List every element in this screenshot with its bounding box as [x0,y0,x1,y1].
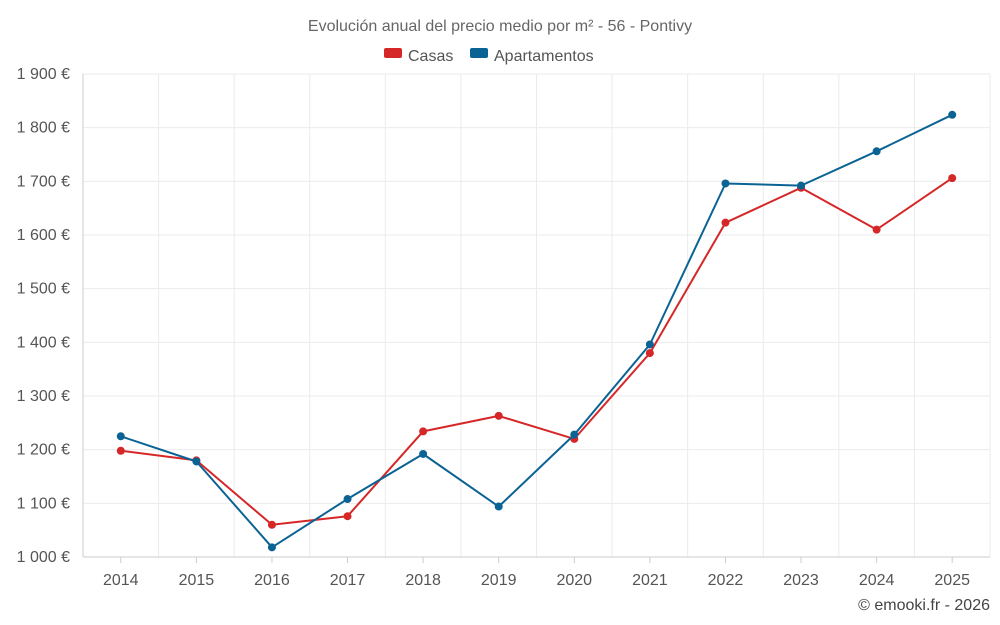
y-tick-label: 1 800 € [17,120,70,137]
legend-label-apartamentos[interactable]: Apartamentos [494,48,594,65]
data-point-apartamentos [872,147,881,156]
data-point-casas [267,520,276,529]
data-point-casas [645,349,654,358]
legend-swatch-casas [384,48,402,58]
data-point-casas [116,446,125,455]
x-tick-label: 2025 [934,572,970,589]
data-point-apartamentos [116,432,125,441]
y-tick-label: 1 500 € [17,281,70,298]
chart-title: Evolución anual del precio medio por m² … [308,18,692,35]
data-point-apartamentos [645,340,654,349]
data-point-casas [872,225,881,234]
data-point-apartamentos [721,179,730,188]
y-tick-label: 1 200 € [17,442,70,459]
data-point-casas [419,427,428,436]
y-tick-label: 1 700 € [17,173,70,190]
data-point-apartamentos [494,502,503,511]
credit-text: © emooki.fr - 2026 [858,597,990,614]
x-axis: 2014 2015 2016 2017 2018 2019 2020 2021 2022 2023… [83,556,990,589]
data-point-apartamentos [267,543,276,552]
data-point-apartamentos [343,495,352,504]
x-tick-label: 2024 [859,572,895,589]
legend-label-casas[interactable]: Casas [408,48,453,65]
data-point-casas [948,174,957,183]
series-line-apartamentos [120,113,953,549]
x-tick-label: 2014 [103,572,139,589]
data-point-casas [494,411,503,420]
x-tick-label: 2019 [481,572,517,589]
y-tick-label: 1 900 € [17,66,70,83]
data-point-apartamentos [192,457,201,466]
data-point-apartamentos [570,430,579,439]
data-point-casas [721,218,730,227]
grid [83,73,991,557]
y-tick-label: 1 300 € [17,388,70,405]
data-point-casas [343,512,352,521]
x-tick-label: 2015 [179,572,215,589]
y-tick-label: 1 400 € [17,334,70,351]
series-line-casas [120,177,953,526]
series-layer [116,110,957,552]
data-point-apartamentos [797,181,806,190]
data-point-apartamentos [948,110,957,119]
x-tick-label: 2022 [708,572,744,589]
y-axis: 1 000 € 1 100 € 1 200 € 1 300 € 1 400 € 1 500… [17,66,84,566]
x-tick-label: 2020 [556,572,592,589]
legend: Casas Apartamentos [384,48,594,65]
data-point-apartamentos [419,449,428,458]
x-tick-label: 2017 [330,572,366,589]
y-tick-label: 1 600 € [17,227,70,244]
x-tick-label: 2023 [783,572,819,589]
x-tick-label: 2018 [405,572,441,589]
y-tick-label: 1 100 € [17,495,70,512]
legend-swatch-apartamentos [470,48,488,58]
y-tick-label: 1 000 € [17,549,70,566]
x-tick-label: 2016 [254,572,290,589]
x-tick-label: 2021 [632,572,668,589]
